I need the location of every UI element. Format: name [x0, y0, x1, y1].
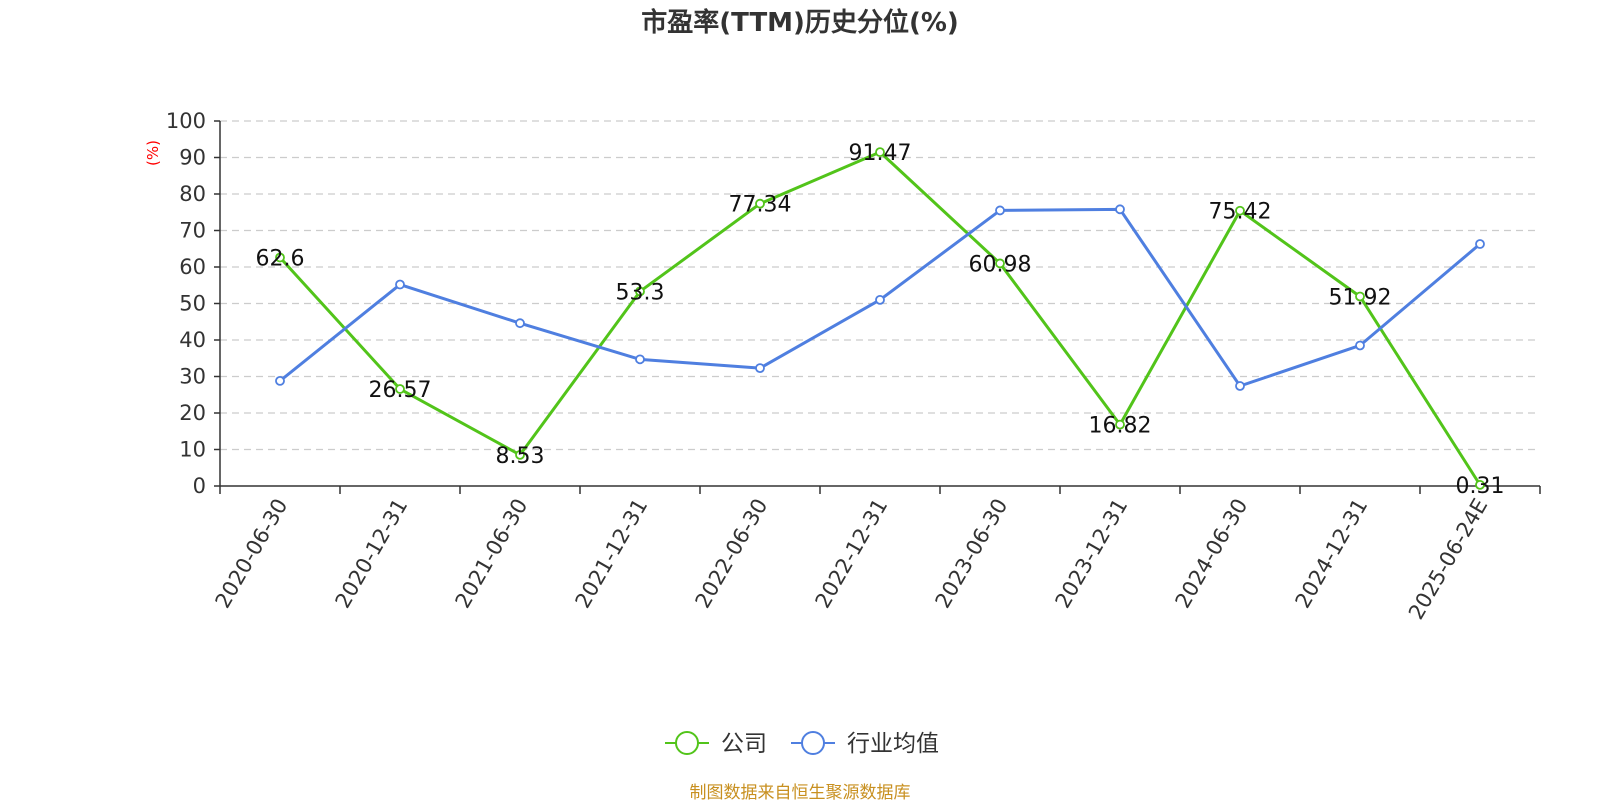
- y-tick-label: 30: [179, 365, 206, 389]
- data-point-行业均值: [995, 205, 1005, 216]
- data-point-行业均值: [395, 279, 405, 290]
- legend-marker: [801, 731, 825, 755]
- y-tick-label: 40: [179, 328, 206, 352]
- y-tick-label: 60: [179, 255, 206, 279]
- y-tick-label: 90: [179, 146, 206, 170]
- y-tick-label: 0: [193, 474, 206, 498]
- data-label: 26.57: [369, 378, 432, 403]
- data-point-公司: [635, 286, 645, 297]
- x-tick-label: 2024-06-30: [1171, 495, 1253, 613]
- data-point-公司: [875, 147, 885, 158]
- chart-title: 市盈率(TTM)历史分位(%): [641, 8, 959, 38]
- data-label: 75.42: [1209, 200, 1272, 225]
- legend-label: 公司: [721, 731, 767, 757]
- data-point-公司: [1475, 479, 1485, 490]
- y-tick-labels: 0 10 20 30 40 50 60 70 80 90 100: [166, 109, 206, 498]
- data-point-公司: [275, 252, 285, 263]
- data-label: 0.31: [1456, 474, 1505, 499]
- y-tick-label: 20: [179, 401, 206, 425]
- data-point-行业均值: [1235, 381, 1245, 391]
- data-point-公司: [1235, 205, 1245, 216]
- x-tick-label: 2020-06-30: [211, 495, 293, 613]
- x-tick-label: 2023-06-30: [931, 495, 1013, 613]
- x-tick-label: 2022-12-31: [811, 495, 893, 613]
- data-source-note: 制图数据来自恒生聚源数据库: [689, 783, 911, 803]
- legend: 公司 行业均值: [665, 731, 939, 757]
- x-tick-label: 2022-06-30: [691, 495, 773, 613]
- data-point-公司: [1115, 419, 1125, 430]
- y-axis-label: (%): [144, 140, 162, 166]
- x-tick-label: 2021-06-30: [451, 495, 533, 613]
- x-tick-label: 2024-12-31: [1291, 495, 1373, 613]
- data-point-行业均值: [275, 375, 285, 386]
- x-tick-labels: 2020-06-30 2020-12-31 2021-06-30 2021-12-31…: [211, 495, 1493, 624]
- y-tick-label: 10: [179, 438, 206, 462]
- data-labels: 62.6 26.57 8.53 53.3 77.34 91.47 60.98 16.82 75.…: [256, 141, 1505, 499]
- series-line-公司: [278, 150, 1482, 486]
- y-tick-label: 70: [179, 219, 206, 243]
- x-tick-label: 2020-12-31: [331, 495, 413, 613]
- data-point-行业均值: [1115, 204, 1125, 215]
- data-label: 77.34: [729, 193, 792, 218]
- data-label: 8.53: [496, 444, 545, 469]
- data-label: 16.82: [1089, 414, 1152, 439]
- data-label: 53.3: [616, 280, 665, 305]
- data-label: 91.47: [849, 141, 912, 166]
- data-point-行业均值: [1475, 239, 1485, 249]
- x-tick-label: 2021-12-31: [571, 495, 653, 613]
- data-point-公司: [995, 258, 1005, 269]
- axes: [214, 120, 1541, 494]
- data-point-行业均值: [875, 294, 885, 305]
- legend-marker: [675, 731, 699, 755]
- data-point-公司: [395, 384, 405, 394]
- data-label: 60.98: [969, 252, 1032, 277]
- data-point-公司: [515, 449, 525, 460]
- data-point-行业均值: [515, 318, 525, 329]
- data-point-行业均值: [755, 363, 765, 374]
- data-point-行业均值: [1355, 340, 1365, 351]
- legend-label: 行业均值: [847, 731, 939, 757]
- data-label: 51.92: [1329, 285, 1392, 310]
- y-tick-label: 80: [179, 182, 206, 206]
- data-label: 62.6: [256, 247, 305, 272]
- x-tick-label: 2023-12-31: [1051, 495, 1133, 613]
- y-tick-label: 100: [166, 109, 206, 133]
- data-point-公司: [755, 198, 765, 209]
- data-point-公司: [1355, 291, 1365, 302]
- x-tick-label: 2025-06-24E: [1404, 495, 1492, 624]
- series-lines: [275, 147, 1485, 490]
- data-point-行业均值: [635, 354, 645, 365]
- y-tick-label: 50: [179, 292, 206, 316]
